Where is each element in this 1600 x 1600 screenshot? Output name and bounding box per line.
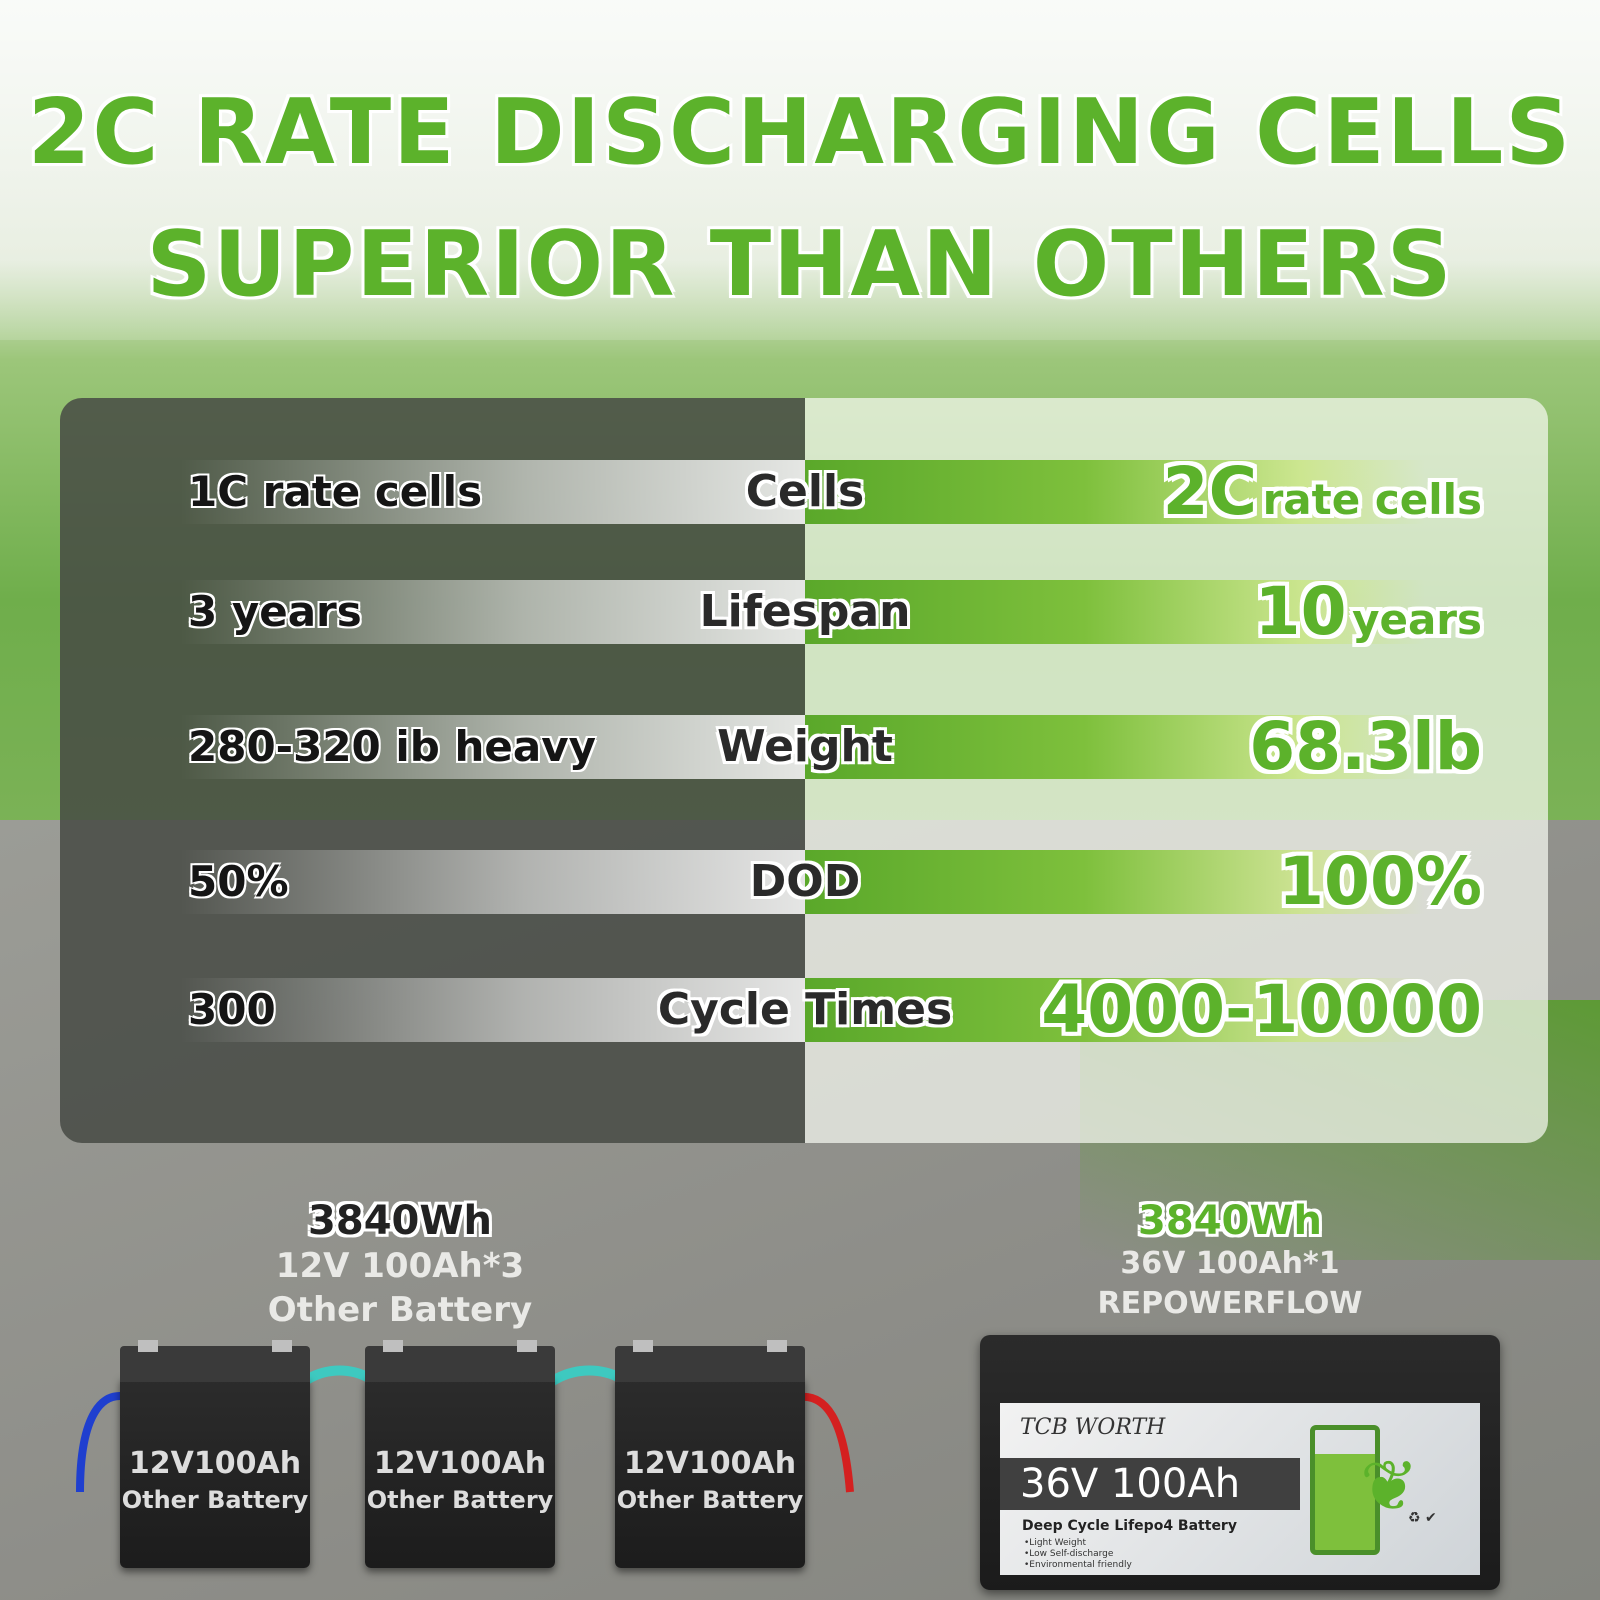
battery-label: Other Battery <box>366 1486 554 1514</box>
other-value: 280-320 ib heavy <box>188 722 596 771</box>
bar-other <box>180 460 805 524</box>
bar-ours <box>805 460 1425 524</box>
battery-terminal <box>517 1340 537 1352</box>
battery-terminal <box>633 1340 653 1352</box>
other-battery-unit: 12V100Ah Other Battery <box>365 1340 555 1568</box>
bar-other <box>180 715 805 779</box>
comparison-row-lifespan: 3 years Lifespan 10 years <box>0 579 1600 645</box>
battery-level-icon <box>1310 1425 1380 1555</box>
battery-lid <box>365 1346 555 1382</box>
ours-value: 10 years <box>1254 573 1482 650</box>
other-value: 300 <box>188 985 276 1034</box>
other-spec: 12V 100Ah*3 <box>275 1246 525 1286</box>
other-battery-unit: 12V100Ah Other Battery <box>615 1340 805 1568</box>
battery-terminal <box>272 1340 292 1352</box>
bar-other <box>180 580 805 644</box>
row-label: Cycle Times <box>657 984 953 1035</box>
comparison-row-dod: 50% DOD 100% <box>0 843 1600 920</box>
feature-item: •Environmental friendly <box>1024 1560 1132 1570</box>
other-battery-caption: 3840Wh 12V 100Ah*3 Other Battery <box>260 1198 540 1332</box>
battery-terminal <box>383 1340 403 1352</box>
other-name: Other Battery <box>267 1290 533 1330</box>
ours-value: 2C rate cells <box>1162 453 1482 530</box>
other-value: 3 years <box>188 587 362 636</box>
row-label: Cells <box>745 466 865 517</box>
battery-label: Other Battery <box>616 1486 804 1514</box>
battery-terminal <box>767 1340 787 1352</box>
our-name: REPOWERFLOW <box>1097 1286 1363 1321</box>
leaf-icon: ❦ <box>1360 1445 1419 1527</box>
ours-value: 4000-10000 <box>1041 971 1482 1048</box>
row-label: DOD <box>749 856 861 907</box>
battery-rating: 12V100Ah <box>128 1446 302 1481</box>
repowerflow-battery: TCB WORTH 36V 100Ah Deep Cycle Lifepo4 B… <box>980 1335 1500 1590</box>
other-value: 1C rate cells <box>188 467 483 516</box>
ours-value: 68.3lb <box>1249 708 1482 785</box>
our-energy: 3840Wh <box>1138 1198 1322 1244</box>
sky-haze <box>0 0 1600 340</box>
battery-rating: 12V100Ah <box>623 1446 797 1481</box>
battery-label: Other Battery <box>121 1486 309 1514</box>
feature-item: •Light Weight <box>1024 1538 1086 1548</box>
comparison-row-weight: 280-320 ib heavy Weight 68.3lb <box>0 708 1600 785</box>
battery-terminal <box>138 1340 158 1352</box>
other-value: 50% <box>188 857 289 906</box>
battery-lid <box>120 1346 310 1382</box>
bar-ours <box>805 580 1425 644</box>
our-spec: 36V 100Ah*1 <box>1120 1246 1340 1281</box>
battery-model: 36V 100Ah <box>1020 1461 1241 1507</box>
model-band <box>1000 1458 1300 1510</box>
bar-ours <box>805 978 1425 1042</box>
battery-subtitle: Deep Cycle Lifepo4 Battery <box>1022 1518 1237 1534</box>
comparison-row-cycle-times: 300 Cycle Times 4000-10000 <box>0 971 1600 1048</box>
bar-ours <box>805 715 1425 779</box>
headline-line-2: SUPERIOR THAN OTHERS <box>146 212 1454 317</box>
headline-line-1: 2C RATE DISCHARGING CELLS <box>27 80 1573 185</box>
ours-value: 100% <box>1278 843 1482 920</box>
row-label: Lifespan <box>699 586 911 637</box>
battery-lid <box>615 1346 805 1382</box>
feature-item: •Low Self-discharge <box>1024 1549 1114 1559</box>
battery-rating: 12V100Ah <box>373 1446 547 1481</box>
comparison-row-cells: 1C rate cells Cells 2C rate cells <box>0 459 1600 525</box>
bar-other <box>180 978 805 1042</box>
our-battery-caption: 3840Wh 36V 100Ah*1 REPOWERFLOW <box>1080 1198 1380 1324</box>
bar-ours <box>805 850 1425 914</box>
row-label: Weight <box>717 721 893 772</box>
recycle-icon: ♻ ✔ <box>1408 1510 1437 1526</box>
other-battery-unit: 12V100Ah Other Battery <box>120 1340 310 1568</box>
bar-other <box>180 850 805 914</box>
brand-logo: TCB WORTH <box>1020 1415 1166 1440</box>
other-energy: 3840Wh <box>308 1198 492 1244</box>
